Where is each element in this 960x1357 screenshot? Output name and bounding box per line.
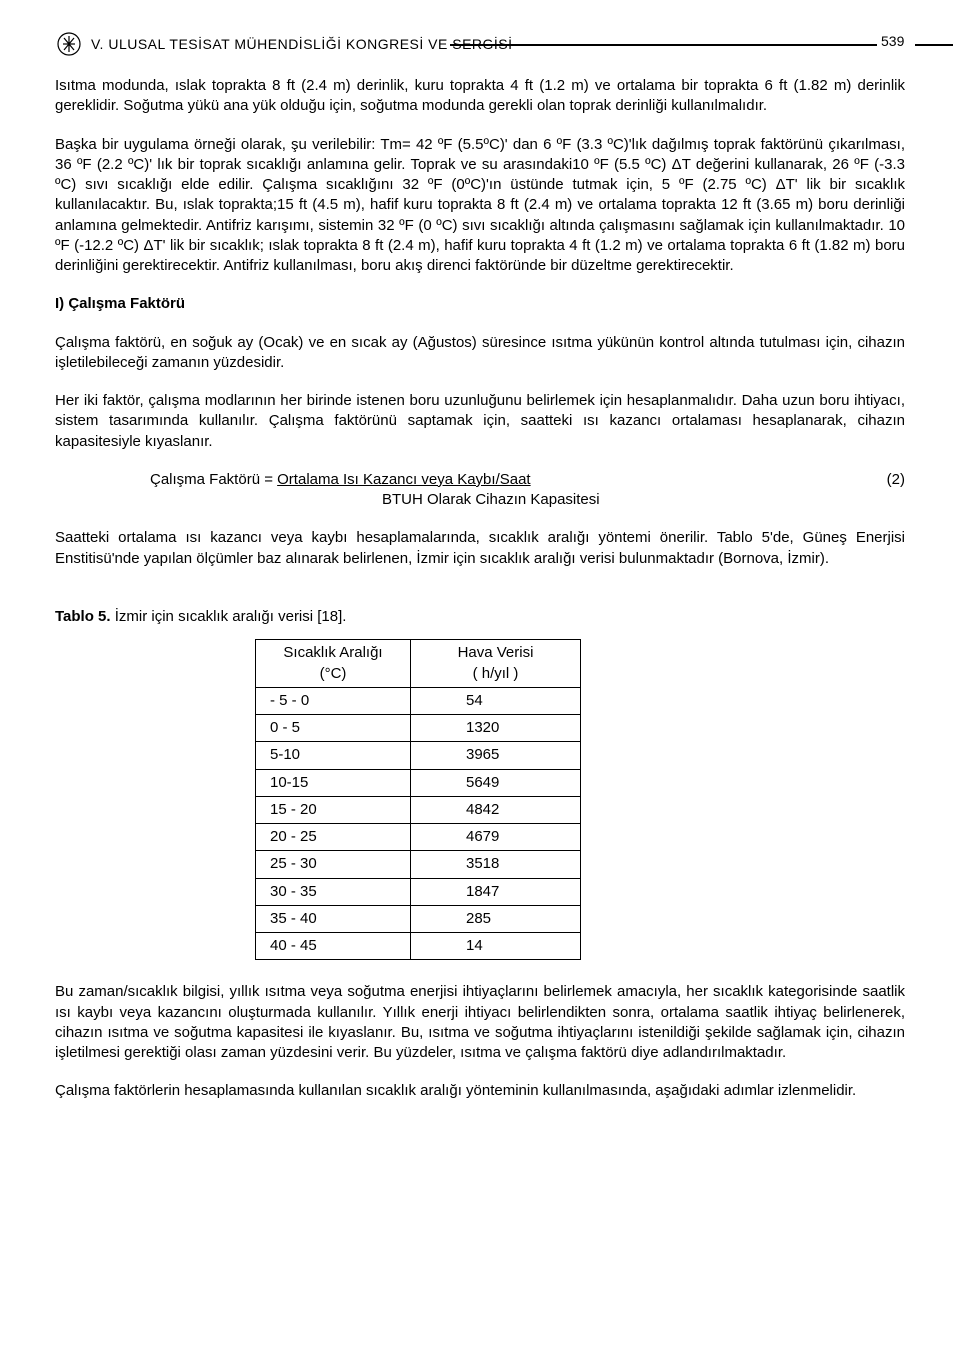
- table-cell-range: 40 - 45: [256, 933, 411, 960]
- table-cell-range: 15 - 20: [256, 796, 411, 823]
- header-col2-line1: Hava Verisi: [458, 644, 534, 661]
- table-cell-range: 30 - 35: [256, 878, 411, 905]
- table-cell-range: 10-15: [256, 769, 411, 796]
- page-header: V. ULUSAL TESİSAT MÜHENDİSLİĞİ KONGRESİ …: [55, 30, 905, 58]
- table-cell-value: 14: [411, 933, 581, 960]
- table-cell-range: - 5 - 0: [256, 687, 411, 714]
- formula-denominator: BTUH Olarak Cihazın Kapasitesi: [150, 490, 905, 510]
- table-header-col2: Hava Verisi ( h/yıl ): [411, 640, 581, 688]
- table-cell-value: 5649: [411, 769, 581, 796]
- equation-number: (2): [887, 470, 905, 490]
- formula-block: Çalışma Faktörü = Ortalama Isı Kazancı v…: [55, 470, 905, 511]
- table-cell-range: 25 - 30: [256, 851, 411, 878]
- paragraph-5: Saatteki ortalama ısı kazancı veya kaybı…: [55, 528, 905, 569]
- table-row: 0 - 51320: [256, 715, 581, 742]
- logo-icon: [55, 30, 83, 58]
- table-row: 30 - 351847: [256, 878, 581, 905]
- page-number: 539: [881, 32, 904, 51]
- table-cell-range: 35 - 40: [256, 905, 411, 932]
- temperature-table: Sıcaklık Aralığı (°C) Hava Verisi ( h/yı…: [255, 639, 581, 960]
- formula-line-1: Çalışma Faktörü = Ortalama Isı Kazancı v…: [150, 470, 905, 490]
- header-col1-line1: Sıcaklık Aralığı: [283, 644, 382, 661]
- table-header-col1: Sıcaklık Aralığı (°C): [256, 640, 411, 688]
- table-row: - 5 - 054: [256, 687, 581, 714]
- table-cell-value: 3518: [411, 851, 581, 878]
- table-row: 35 - 40285: [256, 905, 581, 932]
- table-cell-value: 4679: [411, 824, 581, 851]
- table-cell-value: 1847: [411, 878, 581, 905]
- table-cell-value: 54: [411, 687, 581, 714]
- table-cell-range: 0 - 5: [256, 715, 411, 742]
- paragraph-2: Başka bir uygulama örneği olarak, şu ver…: [55, 135, 905, 277]
- section-heading-i: I) Çalışma Faktörü: [55, 294, 905, 314]
- header-rule-1: [450, 44, 877, 46]
- table-row: 10-155649: [256, 769, 581, 796]
- header-col1-line2: (°C): [320, 665, 347, 682]
- table-row: 20 - 254679: [256, 824, 581, 851]
- table-row: 15 - 204842: [256, 796, 581, 823]
- table-header-row: Sıcaklık Aralığı (°C) Hava Verisi ( h/yı…: [256, 640, 581, 688]
- paragraph-3: Çalışma faktörü, en soğuk ay (Ocak) ve e…: [55, 333, 905, 374]
- table-caption-label: Tablo 5.: [55, 608, 111, 625]
- paragraph-4: Her iki faktör, çalışma modlarının her b…: [55, 391, 905, 452]
- table-cell-value: 285: [411, 905, 581, 932]
- table-caption-text: İzmir için sıcaklık aralığı verisi [18].: [111, 608, 347, 625]
- table-cell-range: 5-10: [256, 742, 411, 769]
- table-cell-value: 3965: [411, 742, 581, 769]
- paragraph-1: Isıtma modunda, ıslak toprakta 8 ft (2.4…: [55, 76, 905, 117]
- table-row: 40 - 4514: [256, 933, 581, 960]
- paragraph-7: Çalışma faktörlerin hesaplamasında kulla…: [55, 1081, 905, 1101]
- table-cell-range: 20 - 25: [256, 824, 411, 851]
- header-rule-2: [915, 44, 953, 46]
- table-cell-value: 1320: [411, 715, 581, 742]
- table-caption: Tablo 5. İzmir için sıcaklık aralığı ver…: [55, 607, 905, 627]
- formula-numerator: Ortalama Isı Kazancı veya Kaybı/Saat: [277, 471, 530, 488]
- header-col2-line2: ( h/yıl ): [473, 665, 519, 682]
- table-cell-value: 4842: [411, 796, 581, 823]
- table-row: 5-103965: [256, 742, 581, 769]
- formula-label: Çalışma Faktörü =: [150, 471, 277, 488]
- table-row: 25 - 303518: [256, 851, 581, 878]
- paragraph-6: Bu zaman/sıcaklık bilgisi, yıllık ısıtma…: [55, 982, 905, 1063]
